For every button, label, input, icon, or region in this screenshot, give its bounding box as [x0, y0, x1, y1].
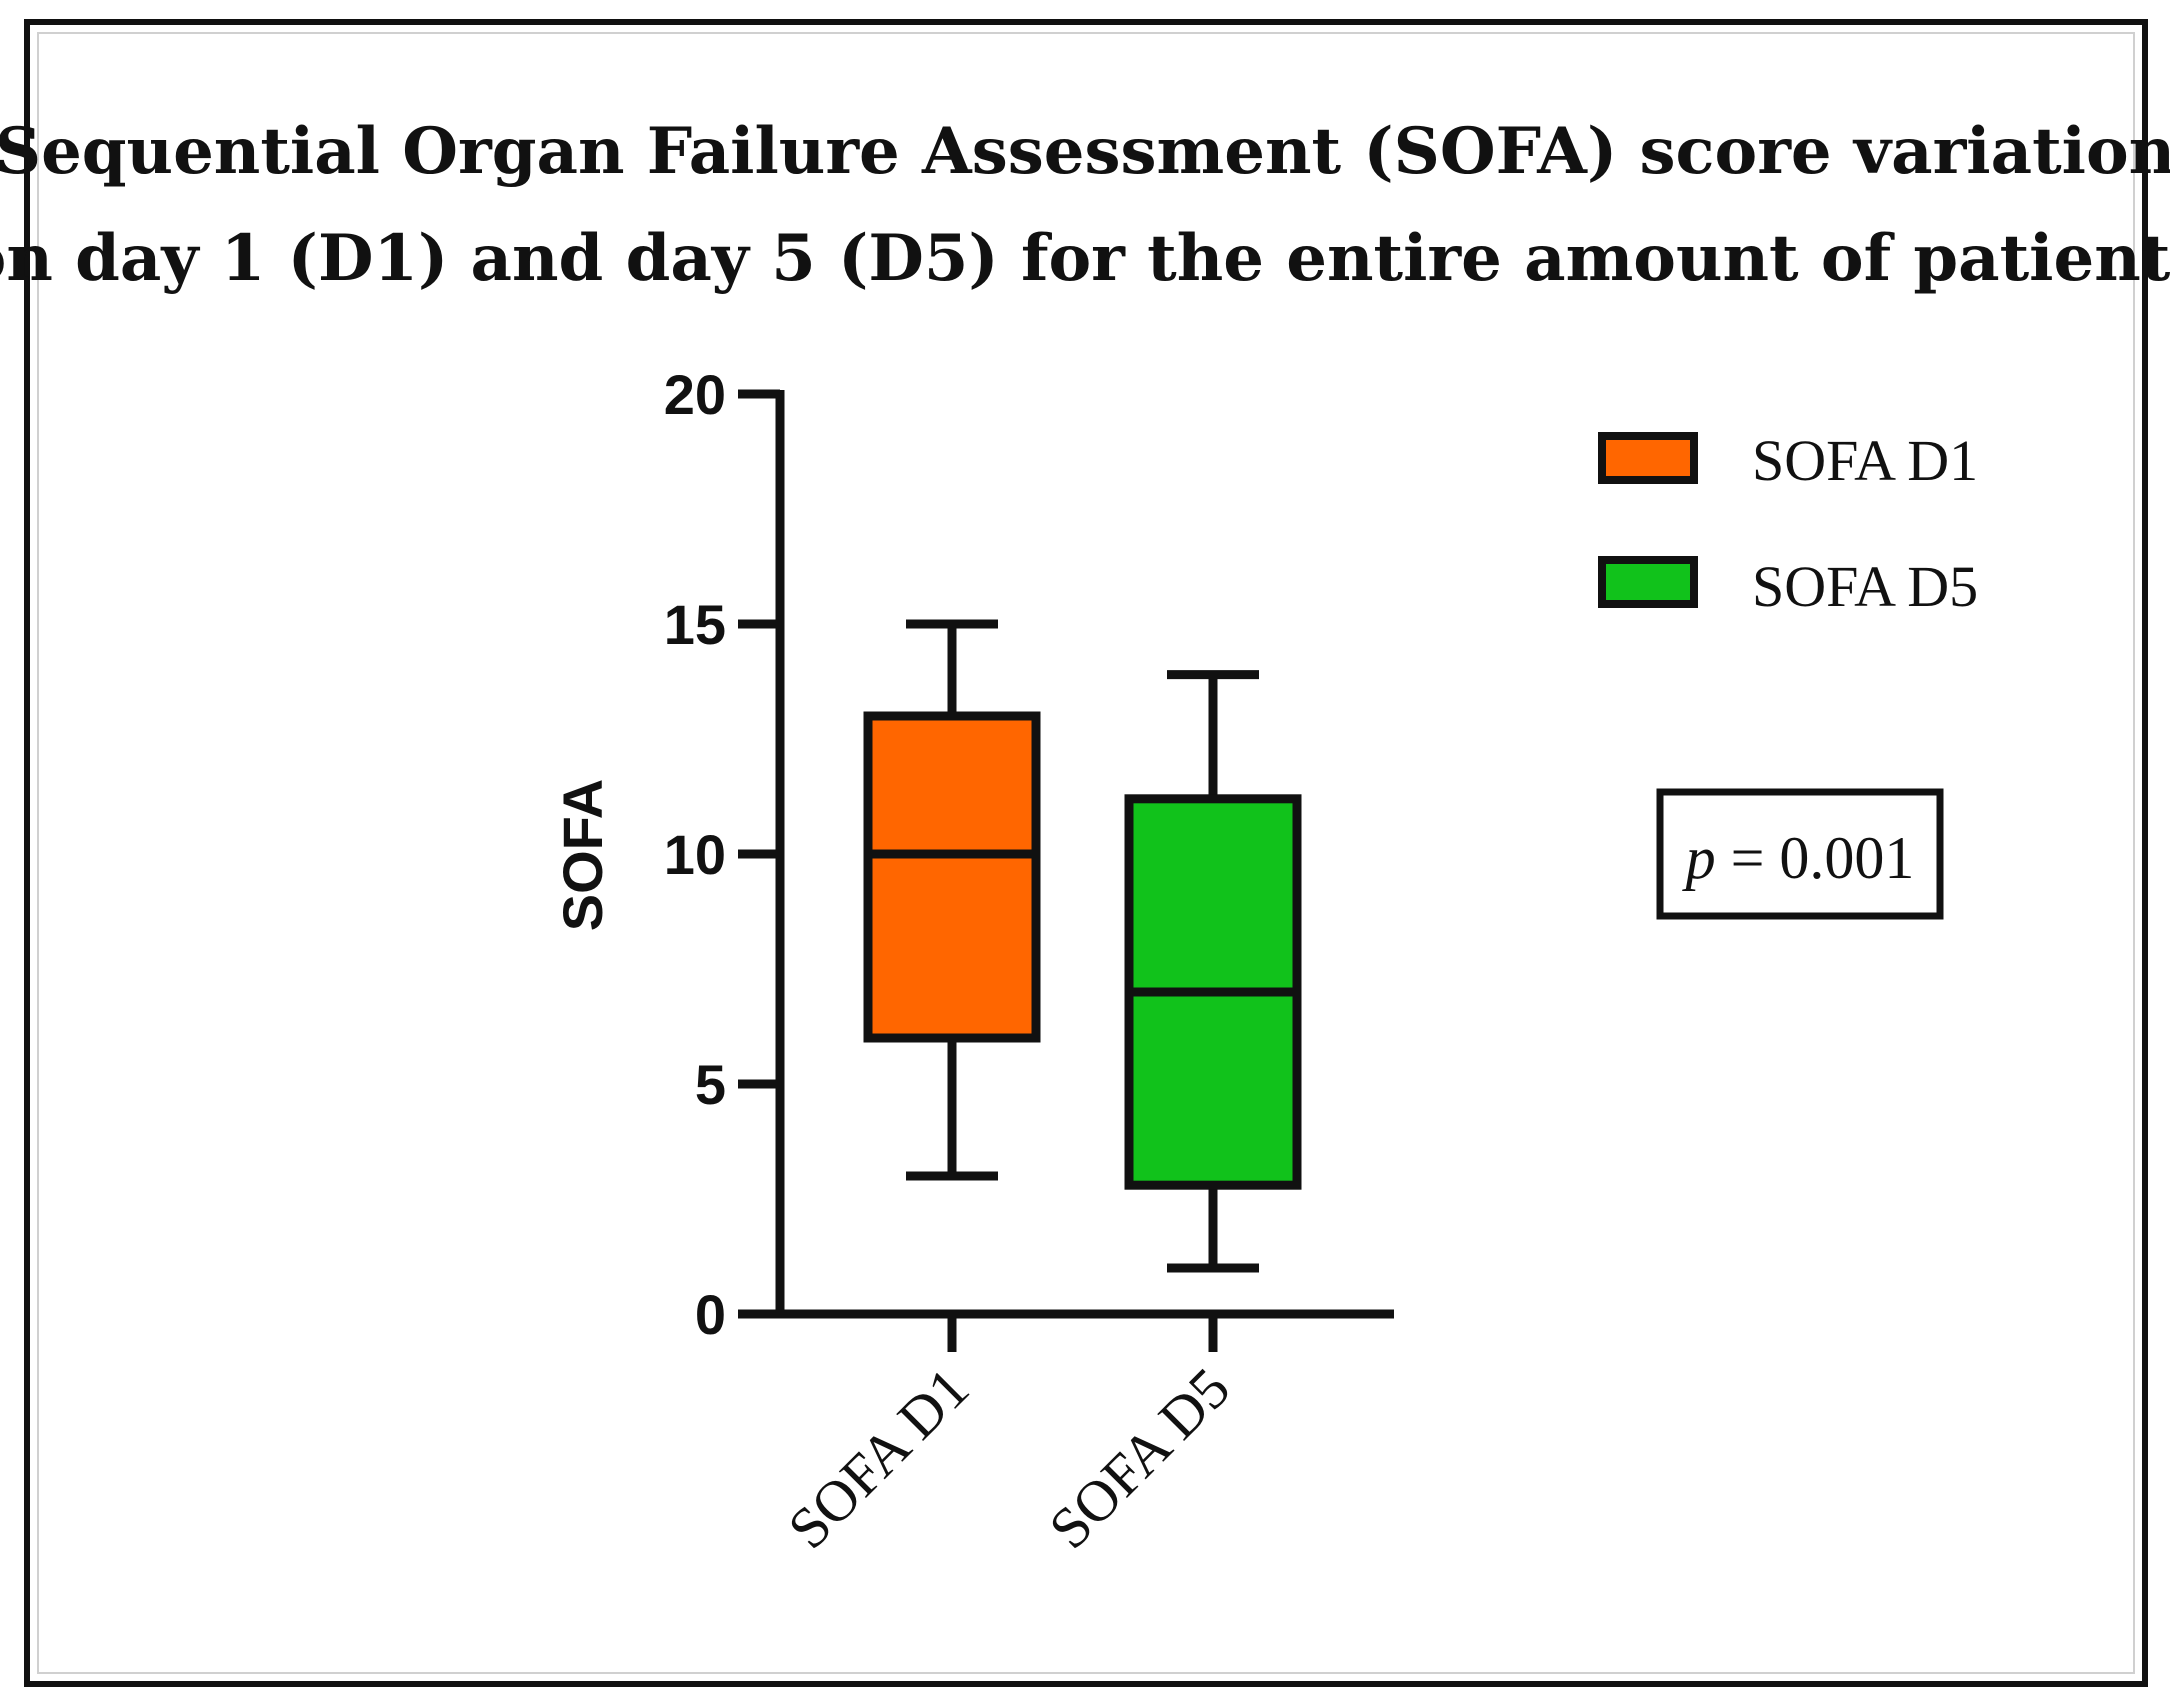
- y-tick-label-20: 20: [664, 363, 726, 426]
- y-tick-label-15: 15: [664, 593, 726, 656]
- y-ticks: 0 5 10 15 20: [664, 363, 780, 1346]
- chart-title-line-2: on day 1 (D1) and day 5 (D5) for the ent…: [0, 221, 2170, 296]
- y-tick-label-0: 0: [695, 1283, 726, 1346]
- y-tick-label-5: 5: [695, 1053, 726, 1116]
- y-axis-label: SOFA: [551, 779, 614, 931]
- chart-title-line-1: Sequential Organ Failure Assessment (SOF…: [0, 114, 2170, 189]
- chart-inner-frame: [37, 32, 2135, 1674]
- p-value-number: = 0.001: [1716, 825, 1915, 891]
- legend-label-sofa-d1: SOFA D1: [1752, 428, 1978, 493]
- p-value-annotation: p = 0.001: [1656, 788, 1944, 920]
- box-sofa-d5: [1124, 670, 1302, 1273]
- legend: SOFA D1 SOFA D5: [1598, 428, 1978, 619]
- box-series: [863, 619, 1302, 1273]
- legend-swatch-sofa-d1: [1598, 432, 1698, 484]
- box-iqr-sofa-d1: [863, 711, 1041, 1043]
- y-tick-label-10: 10: [664, 823, 726, 886]
- p-value-text: p = 0.001: [1682, 825, 1915, 891]
- p-value-box: [1656, 788, 1944, 920]
- legend-swatch-sofa-d5: [1598, 556, 1698, 608]
- box-sofa-d1: [863, 619, 1041, 1181]
- p-value-symbol: p: [1682, 825, 1716, 891]
- legend-label-sofa-d5: SOFA D5: [1752, 554, 1978, 619]
